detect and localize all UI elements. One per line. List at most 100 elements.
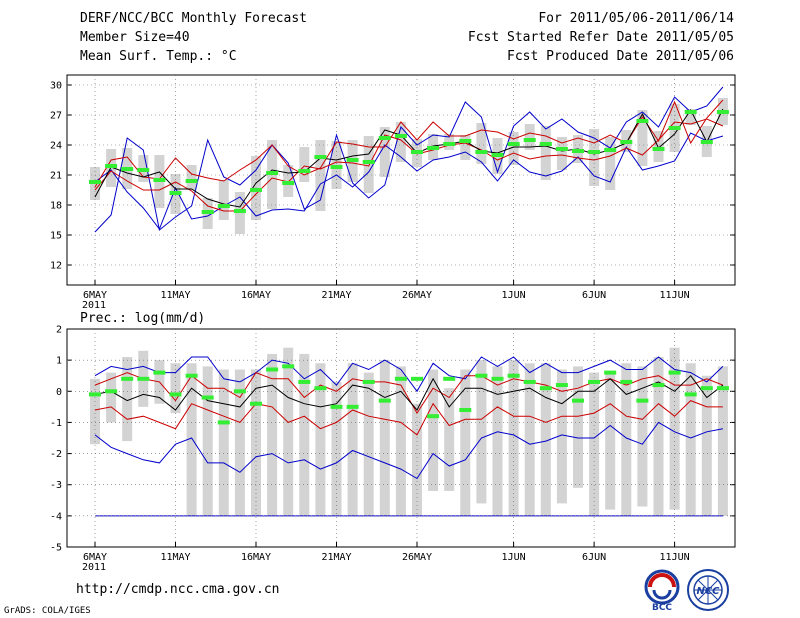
- temp-median-marker: [411, 150, 423, 154]
- temp-range-bar: [685, 109, 696, 125]
- temp-median-marker: [233, 209, 246, 213]
- temp-median-marker: [298, 169, 311, 173]
- temp-median-marker: [572, 149, 584, 153]
- prec-range-bar: [653, 357, 664, 516]
- prec-range-bar: [234, 369, 245, 516]
- prec-range-bar: [589, 372, 600, 516]
- prec-xtick-label: 26MAY: [402, 552, 432, 563]
- prec-range-bar: [90, 378, 100, 445]
- temp-median-marker: [201, 210, 214, 214]
- fcst-started-date: Fcst Started Refer Date 2011/05/05: [467, 30, 734, 45]
- prec-median-marker: [217, 420, 230, 425]
- ncc-logo-text: NCC: [696, 586, 720, 597]
- forecast-period: For 2011/05/06-2011/06/14: [538, 11, 734, 26]
- prec-xtick-label: 1JUN: [502, 552, 526, 563]
- prec-mean-line: [94, 374, 724, 411]
- prec-ytick-label: 1: [56, 356, 62, 367]
- temp-median-marker: [491, 153, 504, 157]
- temp-median-marker: [169, 191, 182, 195]
- prec-median-marker: [137, 376, 150, 381]
- temp-median-marker: [346, 158, 359, 162]
- prec-median-marker: [282, 364, 295, 369]
- temp-median-marker: [539, 142, 552, 146]
- temp-range-bar: [524, 124, 535, 150]
- prec-median-marker: [298, 379, 311, 384]
- temp-lower-line: [94, 118, 724, 212]
- temp-median-marker: [604, 148, 617, 152]
- prec-range-bar: [717, 366, 728, 516]
- temp-range-bar: [460, 135, 471, 160]
- prec-xtick-label: 11JUN: [660, 552, 690, 563]
- temp-range-bar: [363, 136, 374, 193]
- temp-median-marker: [153, 178, 166, 182]
- prec-range-bar: [363, 372, 374, 516]
- temp-median-marker: [378, 136, 391, 140]
- prec-ytick-label: -4: [50, 511, 62, 522]
- prec-median-marker: [491, 376, 504, 381]
- prec-range-bar: [556, 369, 567, 504]
- fcst-produced-date: Fcst Produced Date 2011/05/06: [507, 49, 734, 64]
- prec-ytick-label: -1: [50, 418, 62, 429]
- prec-min-line: [94, 421, 723, 480]
- prec-median-marker: [89, 392, 101, 397]
- prec-plot-frame: [66, 328, 736, 548]
- temp-median-marker: [443, 142, 456, 146]
- prec-median-marker: [169, 392, 182, 397]
- prec-range-bar: [186, 363, 197, 516]
- temp-upper-line: [94, 99, 724, 188]
- temp-median-marker: [700, 140, 713, 144]
- prec-range-bar: [669, 347, 680, 510]
- temp-xtick-label: 6MAY: [83, 290, 107, 301]
- temp-ytick-label: 15: [50, 231, 62, 242]
- temp-median-marker: [555, 147, 568, 151]
- prec-range-bar: [685, 363, 696, 516]
- footer-url[interactable]: http://cmdp.ncc.cma.gov.cn: [76, 582, 280, 597]
- temp-range-bar: [299, 147, 310, 182]
- temp-median-marker: [459, 139, 472, 143]
- prec-median-marker: [443, 376, 456, 381]
- prec-xtick-label: 11MAY: [160, 552, 190, 563]
- grads-credit: GrADS: COLA/IGES: [4, 606, 91, 616]
- temp-xtick-label: 2011: [82, 300, 106, 311]
- prec-median-marker: [668, 370, 681, 375]
- prec-range-bar: [492, 366, 503, 516]
- temp-median-marker: [475, 150, 488, 154]
- temp-median-marker: [620, 140, 633, 144]
- prec-range-bar: [444, 388, 455, 491]
- temp-ytick-label: 30: [50, 81, 62, 92]
- temp-median-marker: [362, 160, 375, 164]
- prec-xtick-label: 6MAY: [83, 552, 107, 563]
- temp-median-marker: [314, 155, 327, 159]
- prec-ytick-label: -5: [50, 543, 62, 554]
- temp-range-bar: [315, 140, 326, 211]
- temp-range-bar: [589, 129, 600, 186]
- temp-median-marker: [121, 167, 134, 171]
- temp-range-bar: [476, 123, 487, 164]
- prec-range-bar: [540, 363, 551, 516]
- prec-median-marker: [539, 386, 552, 391]
- prec-upper-line: [94, 371, 724, 415]
- temp-median-marker: [588, 150, 601, 154]
- temp-ytick-label: 21: [50, 171, 62, 182]
- prec-ytick-label: 2: [56, 325, 62, 336]
- temp-xtick-label: 21MAY: [321, 290, 351, 301]
- prec-range-bar: [315, 363, 326, 516]
- prec-range-bar: [122, 357, 133, 442]
- prec-range-bar: [637, 366, 648, 507]
- member-size: Member Size=40: [80, 30, 190, 45]
- prec-median-marker: [523, 379, 536, 384]
- prec-median-marker: [233, 389, 246, 394]
- prec-median-marker: [700, 386, 713, 391]
- temp-range-bar: [218, 180, 229, 220]
- prec-range-bar: [621, 363, 632, 516]
- temp-xtick-label: 6JUN: [582, 290, 606, 301]
- prec-median-marker: [636, 398, 649, 403]
- temp-median-marker: [668, 126, 681, 130]
- temp-median-marker: [282, 181, 295, 185]
- prec-median-marker: [201, 395, 214, 400]
- temp-max-line: [94, 86, 724, 233]
- prec-range-bar: [379, 360, 390, 516]
- precip-title: Prec.: log(mm/d): [80, 311, 205, 326]
- prec-median-marker: [459, 407, 472, 412]
